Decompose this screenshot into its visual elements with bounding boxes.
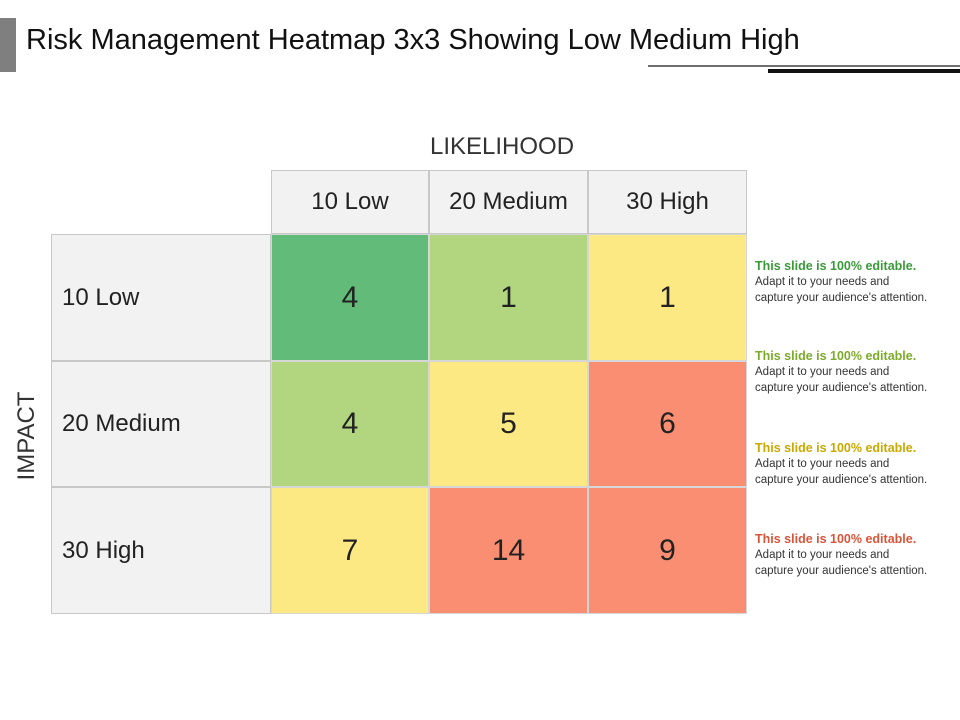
title-accent-bar (0, 18, 16, 72)
heatmap-cell-r1-c3: 1 (588, 234, 747, 361)
heatmap-cell-r2-c2: 5 (429, 361, 588, 487)
note-heading: This slide is 100% editable. (755, 259, 917, 273)
heatmap-cell-r3-c3: 9 (588, 487, 747, 614)
impact-header-2: 20 Medium (51, 361, 271, 487)
x-axis-label: LIKELIHOOD (430, 133, 575, 160)
impact-header-3: 30 High (51, 487, 271, 614)
slide-title: Risk Management Heatmap 3x3 Showing Low … (26, 24, 800, 56)
impact-header-1: 10 Low (51, 234, 271, 361)
note-body: Adapt it to your needs and capture your … (755, 549, 928, 577)
y-axis-label: IMPACT (13, 391, 40, 481)
note-2: This slide is 100% editable. Adapt it to … (755, 348, 960, 396)
note-heading: This slide is 100% editable. (755, 441, 917, 455)
heatmap-cell-r1-c1: 4 (271, 234, 429, 361)
note-1: This slide is 100% editable. Adapt it to … (755, 258, 960, 306)
note-3: This slide is 100% editable. Adapt it to … (755, 440, 960, 488)
title-rule-thin (648, 65, 960, 67)
note-heading: This slide is 100% editable. (755, 532, 917, 546)
likelihood-header-2: 20 Medium (429, 170, 588, 234)
heatmap-cell-r3-c2: 14 (429, 487, 588, 614)
note-body: Adapt it to your needs and capture your … (755, 276, 928, 304)
heatmap-cell-r2-c1: 4 (271, 361, 429, 487)
heatmap-cell-r3-c1: 7 (271, 487, 429, 614)
note-body: Adapt it to your needs and capture your … (755, 458, 928, 486)
heatmap-cell-r1-c2: 1 (429, 234, 588, 361)
title-rule-thick (768, 69, 960, 73)
heatmap-cell-r2-c3: 6 (588, 361, 747, 487)
likelihood-header-1: 10 Low (271, 170, 429, 234)
note-4: This slide is 100% editable. Adapt it to … (755, 531, 960, 579)
likelihood-header-3: 30 High (588, 170, 747, 234)
note-body: Adapt it to your needs and capture your … (755, 366, 928, 394)
note-heading: This slide is 100% editable. (755, 349, 917, 363)
